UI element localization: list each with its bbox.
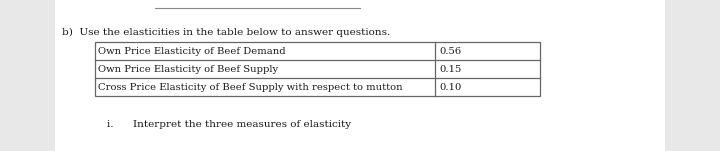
Bar (95, 42, 540, 96)
Text: i.      Interpret the three measures of elasticity: i. Interpret the three measures of elast… (107, 120, 351, 129)
Text: Own Price Elasticity of Beef Demand: Own Price Elasticity of Beef Demand (98, 47, 286, 56)
Text: 0.56: 0.56 (439, 47, 461, 56)
Bar (55, 0, 665, 151)
Text: Cross Price Elasticity of Beef Supply with respect to mutton: Cross Price Elasticity of Beef Supply wi… (98, 82, 402, 92)
Text: 0.10: 0.10 (439, 82, 462, 92)
Bar (95, 42, 540, 96)
Text: 0.15: 0.15 (439, 64, 462, 74)
Text: Own Price Elasticity of Beef Supply: Own Price Elasticity of Beef Supply (98, 64, 278, 74)
Text: b)  Use the elasticities in the table below to answer questions.: b) Use the elasticities in the table bel… (62, 28, 390, 37)
